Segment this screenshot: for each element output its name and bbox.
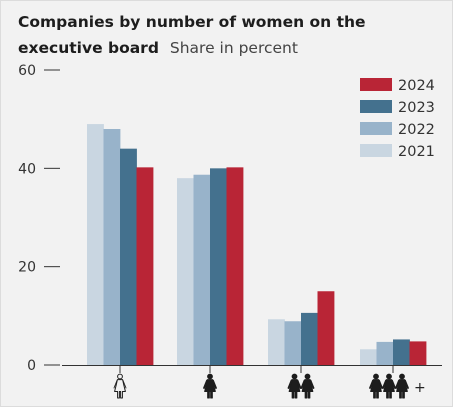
- bar-2021-cat-1: [177, 178, 194, 365]
- woman-arm-right: [122, 380, 127, 389]
- bar-2024-cat-2: [317, 291, 335, 365]
- woman-figure-a: [369, 373, 383, 399]
- woman-arm-left: [369, 379, 374, 389]
- woman-figure-b: [382, 373, 396, 399]
- woman-arm-left: [287, 379, 293, 389]
- bar-2023-cat-1: [210, 168, 227, 365]
- legend-label-2021: 2021: [398, 144, 435, 160]
- category-plus-label: +: [414, 380, 426, 396]
- woman-icon: [203, 373, 217, 399]
- woman-figure-a: [287, 373, 302, 399]
- y-tick-label: 60: [18, 63, 36, 79]
- woman-arm-right: [309, 379, 315, 389]
- legend-label-2023: 2023: [398, 100, 435, 116]
- woman-arm-left: [382, 379, 387, 389]
- bar-2021-cat-3: [360, 349, 377, 365]
- bar-2024-cat-3: [409, 341, 427, 365]
- woman-body: [204, 379, 216, 399]
- outline-woman-icon: [113, 373, 127, 399]
- woman-head: [207, 373, 213, 380]
- y-tick-label: 0: [27, 358, 36, 374]
- woman-body: [301, 379, 314, 399]
- woman-arm-left: [203, 379, 208, 389]
- woman-arm-right: [404, 379, 409, 389]
- woman-arm-right: [378, 379, 383, 389]
- bar-2022-cat-2: [284, 321, 302, 365]
- woman-arm-left: [113, 380, 118, 389]
- chart-title: Companies by number of women on the exec…: [18, 13, 366, 57]
- woman-arm-right: [296, 379, 302, 389]
- bar-2022-cat-1: [193, 174, 211, 365]
- legend-label-2024: 2024: [398, 78, 435, 94]
- bar-2021-cat-0: [87, 124, 104, 365]
- bar-2022-cat-3: [376, 341, 394, 365]
- woman-figure-b: [300, 373, 315, 399]
- bar-2023-cat-2: [301, 312, 318, 365]
- bar-2024-cat-1: [226, 167, 244, 365]
- woman-body: [288, 379, 301, 399]
- legend-swatch-2021: [360, 144, 392, 157]
- woman-head: [291, 373, 298, 380]
- bar-2023-cat-0: [120, 148, 137, 365]
- bar-2024-cat-0: [136, 167, 154, 365]
- woman-head: [117, 373, 123, 380]
- woman-body: [114, 379, 126, 399]
- chart-subtitle: Share in percent: [169, 39, 298, 57]
- woman-arm-right: [212, 379, 217, 389]
- legend-swatch-2023: [360, 100, 392, 113]
- woman-head: [399, 373, 405, 380]
- woman-arm-left: [300, 379, 306, 389]
- woman-arm-left: [395, 379, 400, 389]
- woman-figure-c: [395, 373, 409, 399]
- y-tick-label: 40: [18, 161, 36, 177]
- bar-2023-cat-3: [393, 339, 410, 365]
- woman-body: [396, 379, 408, 399]
- woman-head: [386, 373, 392, 380]
- legend-swatch-2022: [360, 122, 392, 135]
- bar-2022-cat-0: [103, 129, 121, 365]
- legend-swatch-2024: [360, 78, 392, 91]
- bar-2021-cat-2: [268, 319, 285, 365]
- y-tick-label: 20: [18, 260, 36, 276]
- legend-label-2022: 2022: [398, 122, 435, 138]
- woman-arm-right: [391, 379, 396, 389]
- chart-title-block: Companies by number of women on the exec…: [18, 9, 438, 61]
- woman-head: [304, 373, 311, 380]
- woman-head: [373, 373, 379, 380]
- woman-body: [383, 379, 395, 399]
- woman-body: [370, 379, 382, 399]
